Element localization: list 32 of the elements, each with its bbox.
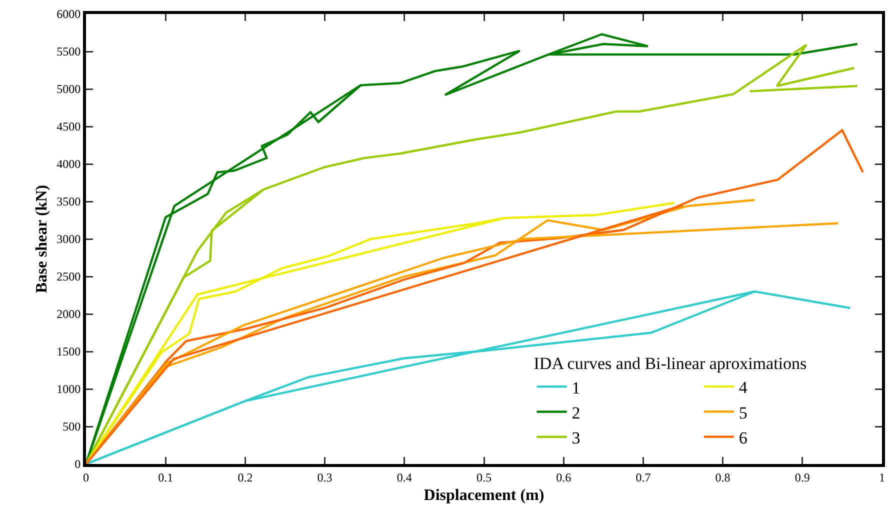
legend-label: 6 — [738, 428, 748, 448]
y-tick-label: 5000 — [56, 82, 81, 96]
y-tick-label: 500 — [62, 420, 81, 434]
y-tick-label: 1500 — [56, 344, 81, 359]
y-tick-label: 5500 — [56, 44, 81, 59]
x-tick-label: 0.4 — [396, 470, 412, 484]
legend-label: 1 — [572, 378, 580, 398]
x-tick-label: 0.3 — [317, 470, 332, 484]
legend-label: 2 — [572, 403, 580, 422]
legend-label: 4 — [738, 378, 748, 398]
y-tick-label: 3000 — [56, 232, 81, 246]
x-tick-label: 0.9 — [794, 470, 810, 484]
legend-title: IDA curves and Bi-linear aproximations — [534, 354, 807, 374]
x-tick-label: 0.7 — [636, 470, 651, 484]
y-tick-label: 6000 — [56, 7, 81, 22]
y-tick-label: 4500 — [56, 120, 81, 134]
legend-label: 3 — [572, 428, 580, 448]
y-tick-label: 4000 — [56, 157, 81, 172]
y-tick-label: 2500 — [56, 270, 81, 284]
y-tick-label: 0 — [74, 457, 81, 472]
y-tick-label: 1000 — [56, 382, 81, 396]
y-tick-label: 3500 — [56, 194, 81, 209]
x-tick-label: 0.1 — [158, 470, 174, 484]
x-tick-label: 0.8 — [715, 470, 730, 484]
y-tick-label: 2000 — [56, 307, 81, 322]
y-axis-title: Base shear (kN) — [34, 184, 50, 294]
legend-label: 5 — [738, 403, 748, 422]
x-tick-label: 0.6 — [556, 470, 572, 484]
x-tick-label: 1 — [879, 470, 885, 484]
x-axis-title: Displacement (m) — [424, 487, 544, 504]
x-tick-label: 0.5 — [476, 470, 492, 484]
x-tick-label: 0.2 — [238, 470, 253, 484]
